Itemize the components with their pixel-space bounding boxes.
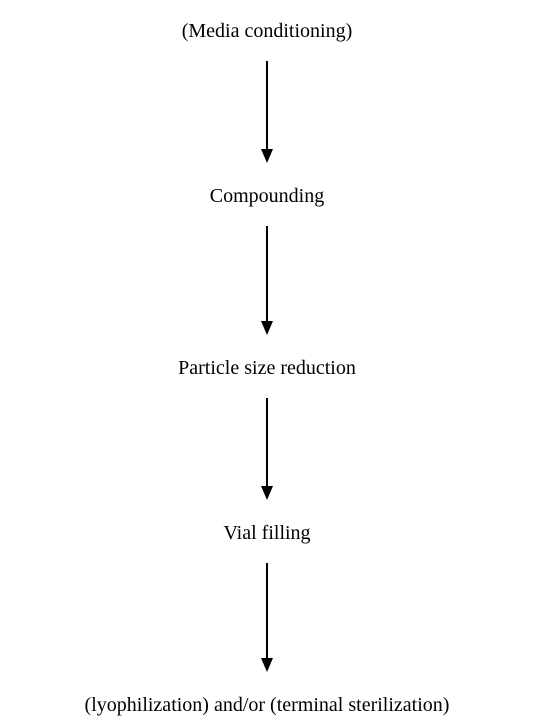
flowchart-node: Particle size reduction — [178, 357, 356, 380]
arrow-line — [266, 226, 268, 321]
arrow-line — [266, 61, 268, 149]
arrow-head-icon — [261, 658, 273, 672]
flowchart-node: Compounding — [210, 185, 324, 208]
arrow-head-icon — [261, 321, 273, 335]
flowchart-node: Vial filling — [223, 522, 310, 545]
flowchart-arrow — [261, 398, 273, 500]
arrow-head-icon — [261, 149, 273, 163]
arrow-line — [266, 398, 268, 486]
flowchart-arrow — [261, 563, 273, 672]
flowchart-node: (lyophilization) and/or (terminal steril… — [85, 694, 450, 717]
flowchart-node: (Media conditioning) — [182, 20, 353, 43]
arrow-line — [266, 563, 268, 658]
flowchart-arrow — [261, 61, 273, 163]
flowchart-arrow — [261, 226, 273, 335]
arrow-head-icon — [261, 486, 273, 500]
flowchart-container: (Media conditioning) Compounding Particl… — [0, 0, 534, 720]
